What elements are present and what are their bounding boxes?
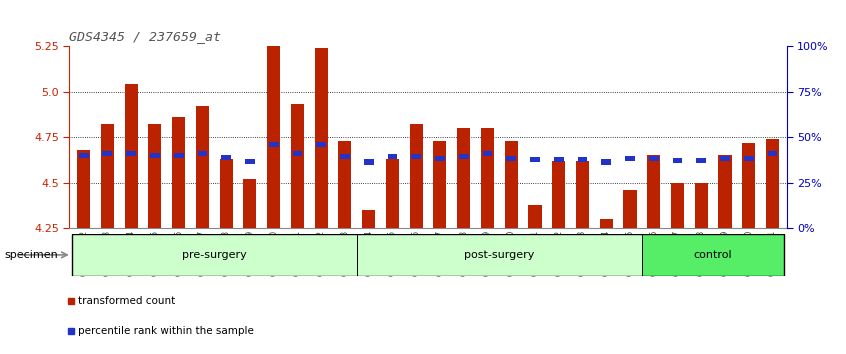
- Text: control: control: [694, 250, 733, 260]
- Bar: [576, 161, 589, 228]
- Bar: [197, 151, 207, 156]
- Bar: [244, 179, 256, 228]
- Bar: [150, 153, 160, 158]
- Text: GDS4345 / 237659_at: GDS4345 / 237659_at: [69, 30, 222, 44]
- Bar: [124, 84, 138, 228]
- Bar: [409, 124, 423, 228]
- Bar: [695, 183, 708, 228]
- Bar: [222, 155, 231, 160]
- Text: specimen: specimen: [4, 250, 58, 260]
- Bar: [742, 143, 755, 228]
- Bar: [647, 155, 660, 228]
- Bar: [364, 159, 374, 165]
- Bar: [316, 142, 326, 147]
- Bar: [433, 141, 447, 228]
- Bar: [600, 219, 613, 228]
- Bar: [291, 104, 304, 228]
- Bar: [718, 155, 732, 228]
- Bar: [720, 156, 730, 161]
- Bar: [293, 151, 302, 156]
- Bar: [671, 183, 684, 228]
- Bar: [578, 157, 587, 162]
- Bar: [386, 159, 399, 228]
- Bar: [102, 151, 113, 156]
- Bar: [338, 141, 351, 228]
- Bar: [481, 128, 494, 228]
- Bar: [387, 154, 398, 159]
- Bar: [506, 156, 516, 161]
- Text: percentile rank within the sample: percentile rank within the sample: [78, 326, 254, 336]
- FancyBboxPatch shape: [357, 234, 642, 276]
- FancyBboxPatch shape: [72, 234, 357, 276]
- Bar: [457, 128, 470, 228]
- Bar: [624, 190, 636, 228]
- Text: post-surgery: post-surgery: [464, 250, 535, 260]
- Bar: [767, 151, 777, 156]
- Bar: [269, 142, 278, 147]
- Bar: [554, 157, 563, 162]
- Bar: [673, 158, 683, 163]
- Bar: [362, 210, 376, 228]
- Bar: [126, 151, 136, 156]
- Bar: [172, 117, 185, 228]
- Bar: [766, 139, 779, 228]
- Bar: [649, 156, 659, 161]
- Text: transformed count: transformed count: [78, 296, 175, 306]
- Bar: [267, 46, 280, 228]
- Bar: [602, 159, 611, 165]
- Bar: [435, 156, 445, 161]
- Bar: [482, 151, 492, 156]
- FancyBboxPatch shape: [642, 234, 784, 276]
- Bar: [315, 48, 327, 228]
- Bar: [101, 124, 114, 228]
- Text: pre-surgery: pre-surgery: [182, 250, 247, 260]
- Bar: [148, 124, 162, 228]
- Bar: [459, 154, 469, 159]
- Bar: [340, 154, 350, 159]
- Bar: [245, 159, 255, 164]
- Bar: [411, 154, 421, 159]
- Bar: [196, 106, 209, 228]
- Bar: [79, 153, 89, 158]
- Bar: [552, 161, 565, 228]
- Bar: [529, 205, 541, 228]
- Bar: [696, 158, 706, 163]
- Bar: [173, 153, 184, 158]
- Bar: [220, 159, 233, 228]
- Bar: [505, 141, 518, 228]
- Bar: [530, 157, 540, 162]
- Bar: [744, 156, 754, 161]
- Bar: [77, 150, 91, 228]
- Bar: [625, 156, 634, 161]
